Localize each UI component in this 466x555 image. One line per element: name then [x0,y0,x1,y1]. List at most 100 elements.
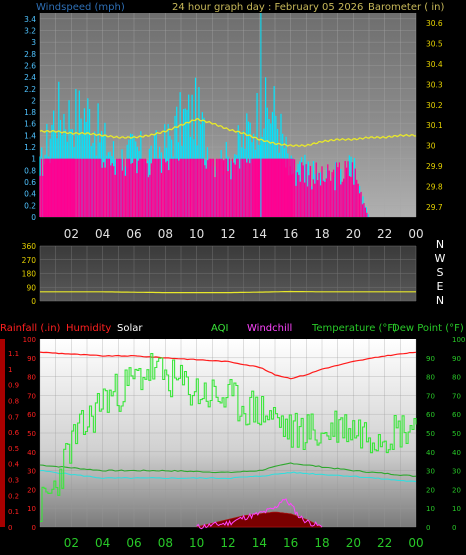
aqi-tick-label: 80 [452,374,461,382]
bottom-panel-axes: 0 0.1 0.2 0.3 0.4 0.5 0.6 0.7 0.8 0.9 1 1.1 0 10 20 30 4… [0,336,465,550]
direction-tick-label: 360 [22,242,37,251]
barometer-tick-label: 30.3 [426,80,443,89]
graph-title: 24 hour graph day : February 05 2026 [172,2,363,13]
humidity-tick-label: 40 [27,449,36,457]
compass-label: N [436,294,444,307]
rainfall-tick-label: 1 [8,366,12,374]
rainfall-tick-label: 0.1 [8,508,19,516]
legend-solar: Solar [117,323,143,334]
aqi-tick-label: 40 [452,449,461,457]
bottom-hour-tick-label: 06 [126,536,141,550]
windspeed-avg-block [253,158,294,217]
rainfall-tick-label: 0.8 [8,397,19,405]
humidity-tick-label: 60 [27,411,36,419]
rainfall-tick-label: 0.7 [8,413,19,421]
temperature-tick-label: 60 [426,411,435,419]
windspeed-tick-label: 3.4 [24,15,36,24]
windspeed-tick-label: 2 [31,96,36,105]
bottom-hour-tick-label: 22 [377,536,392,550]
dewpoint-line [39,469,417,483]
barometer-tick-label: 29.7 [426,203,443,212]
bottom-hour-tick-label: 02 [64,536,79,550]
hour-tick-label: 20 [346,227,361,241]
hour-tick-label: 18 [314,227,329,241]
temperature-tick-label: 50 [426,430,435,438]
barometer-line [39,118,417,148]
direction-tick-label: 90 [26,283,36,292]
windspeed-axis-title: Windspeed (mph) [36,2,125,13]
mid-panel-series [40,290,416,294]
bottom-hour-tick-label: 14 [252,536,267,550]
hour-tick-label: 00 [408,227,423,241]
rainfall-tick-label: 0.5 [8,445,19,453]
barometer-axis-title: Barometer ( in) [368,2,444,13]
windspeed-tick-label: 2.8 [24,50,36,59]
direction-tick-label: 0 [31,297,36,306]
temperature-tick-label: 40 [426,449,435,457]
barometer-tick-label: 29.8 [426,182,443,191]
rainfall-tick-label: 1.1 [8,350,19,358]
barometer-tick-label: 30.6 [426,19,443,28]
windspeed-tick-label: 0.2 [24,201,36,210]
bottom-hour-tick-label: 18 [314,536,329,550]
barometer-tick-label: 30.2 [426,101,443,110]
temperature-tick-label: 20 [426,486,435,494]
rainfall-tick-label: 0.9 [8,382,19,390]
temperature-tick-label: 80 [426,374,435,382]
barometer-tick-label: 30.5 [426,40,443,49]
bottom-panel-grid [39,339,417,528]
compass-label: S [437,266,444,279]
windspeed-tick-label: 0 [31,213,36,222]
hour-tick-label: 12 [220,227,235,241]
windspeed-tick-label: 0.6 [24,178,36,187]
temperature-tick-label: 90 [426,355,435,363]
hour-tick-label: 08 [158,227,173,241]
legend-humidity: Humidity [66,323,111,334]
hour-tick-label: 16 [283,227,298,241]
compass-label: N [436,238,444,251]
humidity-line [39,351,417,380]
legend-rainfall: Rainfall (.in) [0,323,61,334]
bottom-panel-series [39,351,417,530]
aqi-tick-label: 60 [452,411,461,419]
windspeed-avg-block [43,158,75,217]
rainfall-tick-label: 0.2 [8,492,19,500]
humidity-tick-label: 70 [27,392,36,400]
rainfall-tick-label: 0 [8,524,12,532]
top-panel-series [39,13,417,217]
compass-label: E [437,280,444,293]
barometer-tick-label: 30.4 [426,60,443,69]
windspeed-tick-label: 0.8 [24,166,36,175]
legend-windchill: Windchill [247,323,292,334]
hour-tick-label: 04 [95,227,110,241]
rainfall-axis-bar [0,339,5,527]
aqi-tick-label: 20 [452,486,461,494]
aqi-line [40,353,417,522]
windspeed-tick-label: 2.6 [24,61,36,70]
aqi-tick-label: 30 [452,468,461,476]
humidity-tick-label: 90 [27,355,36,363]
temperature-tick-label: 70 [426,392,435,400]
mid-hour-tick-spacer: 08 [165,323,166,324]
rainfall-tick-label: 0.3 [8,477,19,485]
mid-hour-tick-spacer: 10 [197,323,198,324]
bottom-hour-tick-label: 08 [158,536,173,550]
windspeed-tick-label: 3 [31,38,36,47]
bottom-hour-tick-label: 20 [346,536,361,550]
humidity-tick-label: 50 [27,430,36,438]
legend-temperature: Temperature (°F) [311,323,397,334]
hour-tick-label: 22 [377,227,392,241]
direction-tick-label: 270 [22,256,37,265]
humidity-tick-label: 100 [23,336,36,344]
aqi-tick-label: 70 [452,392,461,400]
aqi-tick-label: 0 [452,524,456,532]
temperature-tick-label: 30 [426,468,435,476]
hour-tick-label: 02 [64,227,79,241]
humidity-tick-label: 0 [32,524,36,532]
aqi-tick-label: 90 [452,355,461,363]
direction-tick-label: 180 [22,270,37,279]
windchill-line [196,498,323,530]
bottom-hour-tick-label: 10 [189,536,204,550]
windspeed-tick-label: 0.4 [24,190,36,199]
